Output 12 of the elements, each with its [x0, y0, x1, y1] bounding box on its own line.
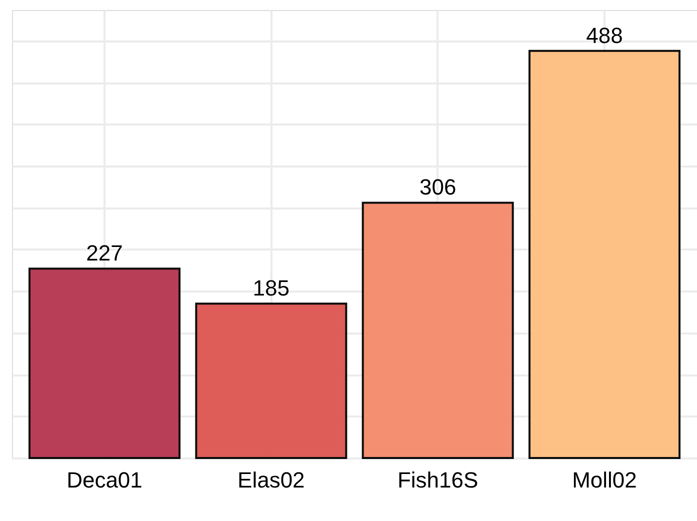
- x-tick-label: Deca01: [66, 468, 142, 492]
- bar: [195, 302, 348, 459]
- bar: [362, 202, 514, 459]
- data-label: 488: [586, 22, 623, 48]
- x-tick-label: Elas02: [238, 468, 305, 492]
- data-label: 185: [252, 276, 290, 301]
- bar: [528, 50, 680, 459]
- x-tick-label: Fish16S: [397, 468, 478, 492]
- x-tick-label: Moll02: [572, 468, 637, 492]
- bar: [28, 268, 180, 459]
- data-label: 306: [419, 174, 456, 200]
- data-label: 227: [86, 240, 123, 266]
